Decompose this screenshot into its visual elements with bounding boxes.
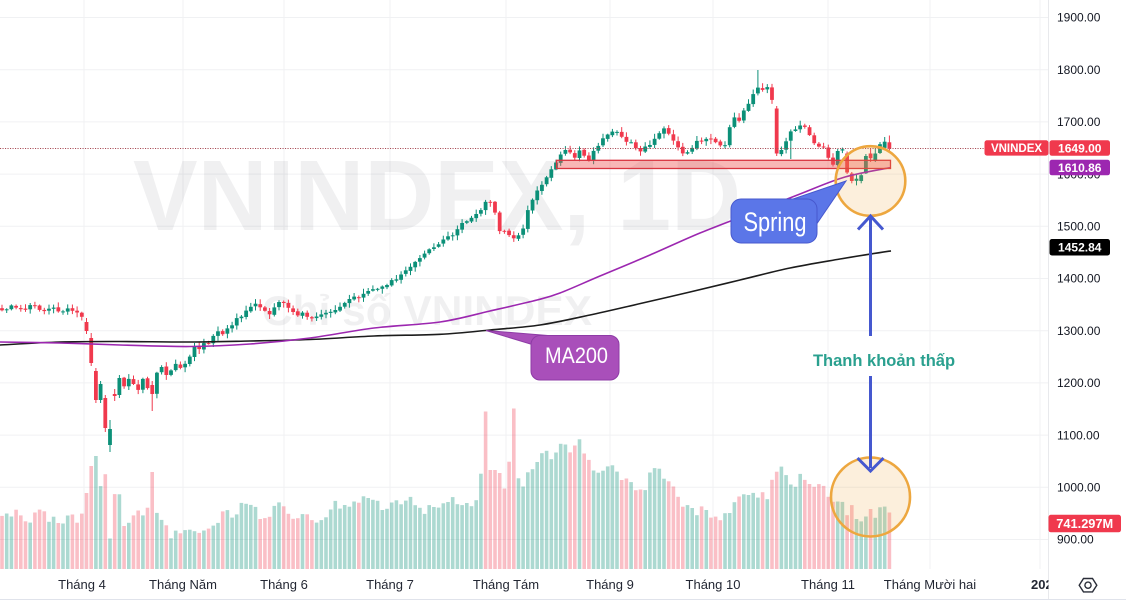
svg-text:Spring: Spring [744,207,807,237]
svg-text:MA200: MA200 [545,343,608,368]
svg-text:Tháng 7: Tháng 7 [366,577,414,592]
svg-text:1400.00: 1400.00 [1057,272,1101,286]
svg-text:1452.84: 1452.84 [1058,240,1102,254]
svg-text:Chỉ số VNINDEX: Chỉ số VNINDEX [262,287,592,334]
svg-text:900.00: 900.00 [1057,533,1094,547]
svg-text:1100.00: 1100.00 [1057,428,1100,442]
svg-text:1649.00: 1649.00 [1058,141,1102,155]
svg-text:Tháng 6: Tháng 6 [260,577,308,592]
svg-text:1900.00: 1900.00 [1057,11,1101,25]
svg-text:Tháng Năm: Tháng Năm [149,577,217,592]
svg-text:1800.00: 1800.00 [1057,63,1101,77]
svg-text:2026: 2026 [1031,577,1060,592]
svg-text:1200.00: 1200.00 [1057,376,1101,390]
svg-text:VNINDEX, 1D: VNINDEX, 1D [133,140,741,252]
svg-text:1700.00: 1700.00 [1057,115,1101,129]
svg-text:Tháng 10: Tháng 10 [686,577,741,592]
svg-text:1000.00: 1000.00 [1057,481,1101,495]
svg-text:VNINDEX: VNINDEX [991,143,1042,155]
svg-text:1500.00: 1500.00 [1057,220,1101,234]
svg-text:Tháng 11: Tháng 11 [801,577,855,592]
svg-text:Tháng Mười hai: Tháng Mười hai [884,577,976,592]
svg-text:Tháng 4: Tháng 4 [58,577,106,592]
svg-text:Tháng Tám: Tháng Tám [473,577,539,592]
svg-text:Tháng 9: Tháng 9 [586,577,634,592]
svg-text:741.297M: 741.297M [1056,516,1113,531]
svg-text:1610.86: 1610.86 [1058,161,1102,175]
svg-text:Thanh khoản thấp: Thanh khoản thấp [813,352,955,370]
svg-text:1300.00: 1300.00 [1057,324,1101,338]
